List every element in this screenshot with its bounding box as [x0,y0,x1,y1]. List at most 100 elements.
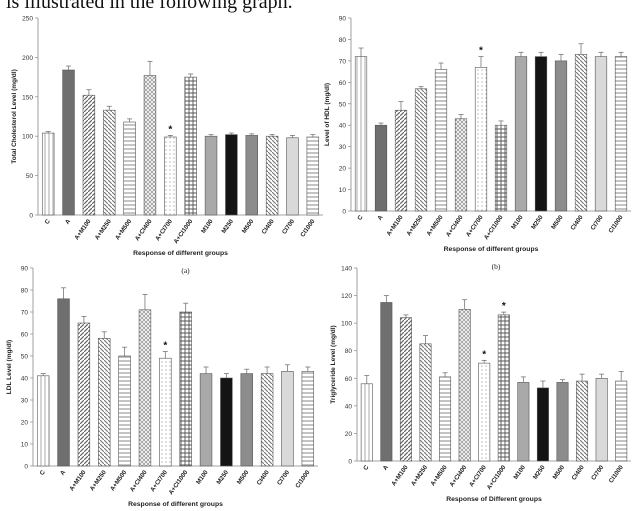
x-tick-label: A+CI700 [154,218,174,243]
x-tick-label: CI400 [571,464,587,482]
significance-marker: * [479,46,483,57]
panel-label: (a) [181,266,190,275]
bar-ci700 [594,56,608,212]
chart-panel-4: 0 20 40 60 80 100 120 140 Triglyceride Level (mg… [330,266,631,503]
y-axis-title: LDL Level (mg/dl) [6,340,13,394]
significance-marker: * [163,341,167,352]
x-tick-label: CI400 [569,214,585,232]
y-tick-label: 0 [24,464,28,471]
y-tick-label: 50 [339,101,347,108]
x-tick-label: CI1000 [608,464,625,485]
x-tick-label: M100 [195,469,210,486]
x-tick-label: A+M100 [385,214,405,238]
bar-m250 [220,377,233,467]
x-tick-label: A+M500 [109,469,129,493]
y-tick-label: 60 [345,376,353,383]
header-sentence: is illustrated in the following graph. [6,0,293,13]
y-tick-label: 50 [21,354,29,361]
y-tick-label: 60 [21,332,29,339]
x-tick-label: M100 [512,464,527,481]
x-tick-label: A+CI700 [465,214,485,239]
x-axis-title: Response of different groups [444,246,539,253]
y-axis-title: Triglyceride Level (mg/dl) [330,325,337,403]
bar-a-ci1000 [497,314,510,462]
x-tick-label: M500 [241,218,256,235]
x-tick-label: A+CI1000 [483,214,505,241]
y-tick-label: 90 [21,266,29,273]
x-tick-label: A+CI400 [448,464,468,489]
x-tick-label: C [362,464,371,472]
y-tick-label: 40 [21,376,29,383]
x-tick-label: CI1000 [294,469,311,490]
x-tick-label: A+CI700 [468,464,488,489]
bar-m100 [514,56,528,212]
y-tick-label: 60 [339,80,347,87]
x-tick-label: M500 [552,464,567,481]
x-tick-label: M500 [550,214,565,231]
y-axis-title: Total Cholesterol Level (mg/dl) [11,69,18,164]
y-tick-label: 250 [22,16,33,23]
y-tick-label: 120 [341,293,352,300]
x-tick-label: A [376,214,385,222]
x-tick-label: M250 [530,214,545,231]
significance-marker: * [502,301,506,312]
y-tick-label: 20 [345,431,353,438]
chart-panel-2: 0 10 20 30 40 50 60 70 80 90 Level of HDL (mg/dl) C… [324,16,631,271]
bar-a-ci400 [454,118,468,212]
x-axis-title: Response of different groups [128,501,223,508]
x-tick-label: A+CI400 [134,218,154,243]
bar-a-ci400 [143,75,157,216]
y-tick-label: 40 [345,403,353,410]
bar-a [380,302,393,462]
bar-a-ci400 [138,309,152,467]
x-tick-label: C [44,218,53,226]
y-tick-label: 150 [22,94,33,101]
x-tick-label: CI1000 [299,218,316,239]
x-tick-label: M100 [200,218,215,235]
x-tick-label: C [356,214,365,222]
bar-a-m500 [434,69,448,212]
bar-ci700 [286,137,299,216]
header-text: is illustrated in the following graph. [0,0,634,19]
x-tick-label: M100 [510,214,525,231]
bar-a-ci700 [159,357,172,467]
bar-a-ci700 [474,67,488,212]
bar-a-m250 [419,343,432,462]
y-tick-label: 0 [342,209,346,216]
bar-a [57,298,70,467]
bar-a-m250 [103,109,116,216]
x-tick-label: A+M250 [94,218,114,242]
bar-m250 [534,56,548,212]
bar-m250 [536,387,549,462]
bar-a-m100 [77,322,91,467]
chart-panel-1: 0 50 100 150 200 250 Total Cholesterol Level (… [11,16,323,275]
x-tick-label: A [59,469,68,477]
x-tick-label: A+CI1000 [172,218,194,245]
bar-ci1000 [301,371,315,467]
y-tick-label: 30 [21,398,29,405]
y-tick-label: 80 [21,288,29,295]
bar-a-m500 [118,355,131,467]
bar-a [374,124,388,212]
bar-m500 [245,135,258,216]
y-tick-label: 80 [345,348,353,355]
y-tick-label: 80 [339,37,347,44]
x-tick-label: A [64,218,73,226]
y-tick-label: 200 [22,55,33,62]
bar-a-ci400 [458,309,471,462]
bar-a-ci1000 [179,311,192,467]
bar-a-m100 [399,317,412,462]
x-tick-label: A+M250 [89,469,109,493]
x-tick-label: A+CI1000 [167,469,189,496]
x-tick-label: M500 [236,469,251,486]
x-tick-label: A+CI400 [445,214,465,239]
x-axis-title: Response of Different groups [446,496,542,503]
bar-c [36,375,50,467]
bar-ci400 [260,373,274,467]
x-tick-label: CI400 [261,218,277,236]
bar-ci400 [576,380,589,462]
x-tick-label: CI400 [256,469,272,487]
y-tick-label: 90 [339,16,347,23]
